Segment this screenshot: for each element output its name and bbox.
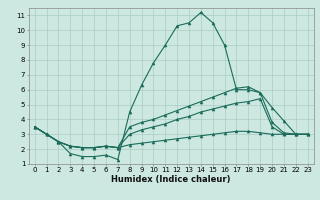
- X-axis label: Humidex (Indice chaleur): Humidex (Indice chaleur): [111, 175, 231, 184]
